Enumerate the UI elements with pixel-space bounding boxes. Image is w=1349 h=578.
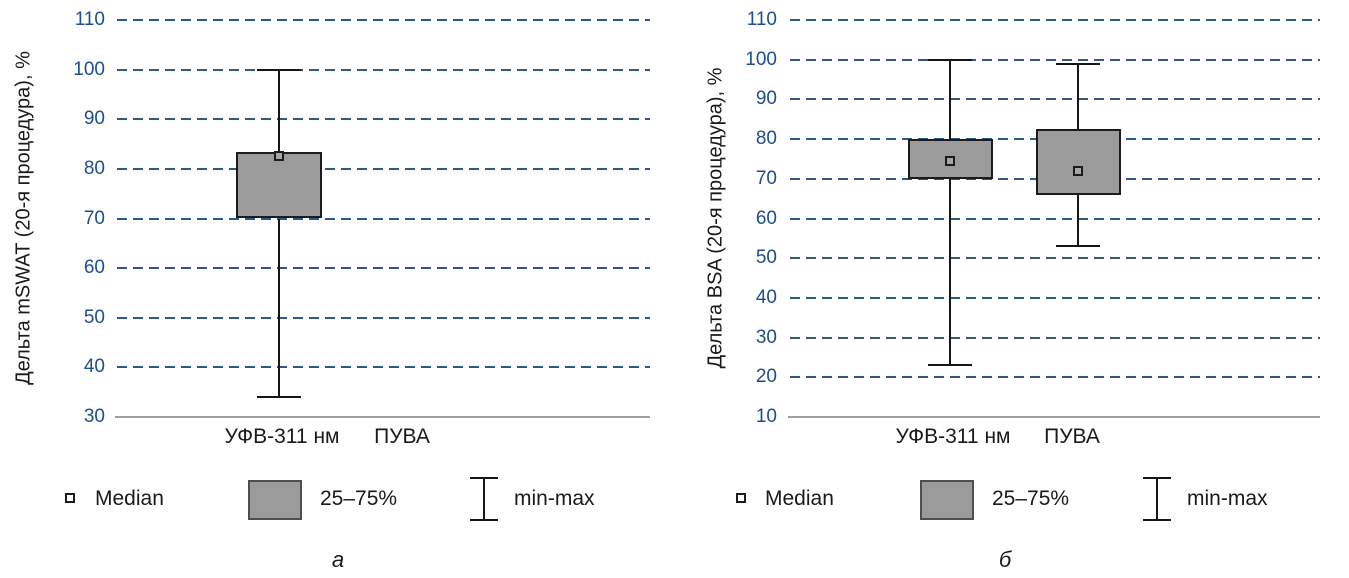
y-tick-label: 50 [755,247,777,269]
y-tick-label: 80 [83,157,105,179]
y-tick-label: 10 [755,406,777,427]
y-gridline [790,217,1320,220]
median-marker [1073,165,1083,176]
y-gridline [790,257,1320,260]
median-marker [945,155,955,166]
x-category-label: УФВ-311 нм [224,425,340,448]
min-max-whisker-icon [470,477,498,521]
x-axis-line [115,416,650,418]
legend-minmax-label: min-max [1187,487,1268,510]
y-tick-label: 60 [755,207,777,229]
y-gridline [117,68,650,71]
y-gridline [117,316,650,319]
y-tick-label: 80 [755,128,777,150]
y-tick-label: 70 [83,207,105,229]
whisker-cap-max [257,68,301,71]
y-gridline [117,19,650,21]
whisker-stem-upper [949,59,951,140]
legend-median-label: Median [95,487,164,510]
y-tick-label: 100 [745,48,777,70]
x-axis-line [788,416,1320,418]
whisker-stem-lower [949,178,951,366]
y-tick-label: 20 [755,366,777,388]
x-category-label: ПУВА [374,425,430,448]
y-tick-label: 30 [755,326,777,348]
y-gridline [790,98,1320,101]
whisker-cap-max [928,58,972,61]
iqr-box-icon [248,480,302,520]
y-tick-label: 70 [755,167,777,189]
whisker-stem-upper [1077,63,1079,130]
iqr-box [236,151,322,219]
y-tick-label: 110 [746,9,777,30]
whisker-cap-max [1056,62,1100,65]
y-gridline [790,58,1320,61]
y-gridline [790,19,1320,21]
legend-range-label: 25–75% [320,487,398,510]
y-tick-label: 100 [73,58,105,80]
legend-median-label: Median [765,487,834,510]
y-gridline [117,267,650,270]
iqr-box [1035,129,1121,195]
y-tick-label: 40 [83,356,105,378]
x-category-label: УФВ-311 нм [895,425,1011,448]
y-gridline [117,217,650,220]
whisker-stem-upper [278,69,280,152]
legend-minmax-label: min-max [514,487,595,510]
whisker-cap-min [1056,245,1100,248]
y-tick-label: 90 [83,108,105,130]
y-tick-label: 60 [83,257,105,279]
median-marker-icon [736,493,746,503]
y-gridline [790,296,1320,299]
min-max-whisker-icon [1143,477,1171,521]
y-axis-title-a: Дельта mSWAT (20-я процедура), % [12,51,35,385]
panel-letter-b: б [998,547,1012,572]
legend-range-label: 25–75% [992,487,1070,510]
whisker-stem-lower [1077,194,1079,247]
y-tick-label: 90 [755,88,777,110]
y-gridline [117,366,650,369]
y-tick-label: 50 [83,306,105,328]
y-tick-label: 30 [83,406,105,427]
y-tick-label: 40 [755,286,777,308]
y-gridline [790,376,1320,379]
whisker-stem-lower [278,218,280,398]
whisker-cap-min [257,396,301,399]
median-marker-icon [65,493,75,503]
y-gridline [790,336,1320,339]
y-gridline [117,167,650,170]
panel-letter-a: а [331,547,345,572]
x-category-label: ПУВА [1044,425,1100,448]
y-tick-label: 110 [74,9,105,30]
whisker-cap-min [928,364,972,367]
iqr-box-icon [920,480,974,520]
median-marker [274,151,284,162]
y-gridline [117,118,650,121]
